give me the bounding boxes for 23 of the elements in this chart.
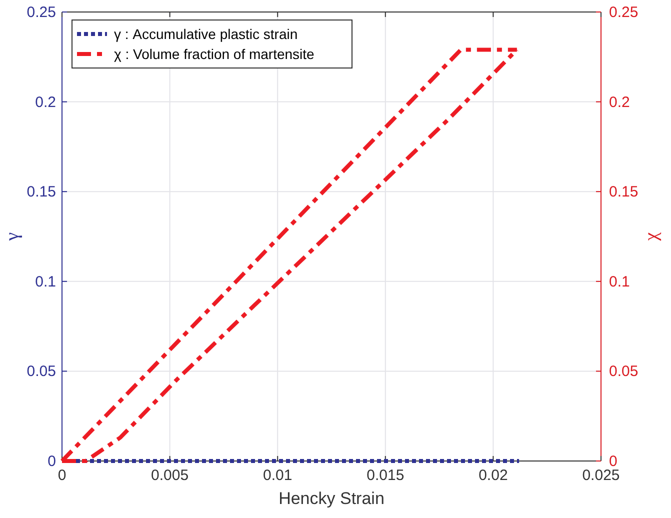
y-tick-label: 0.1 [35,273,56,290]
y-tick-label: 0 [48,453,56,470]
y-tick-label: 0.15 [26,184,56,201]
y2-tick-label: 0 [609,453,618,470]
y-tick-label: 0.25 [26,4,56,21]
y2-tick-label: 0.25 [609,4,638,21]
x-tick-label: 0.025 [582,467,620,484]
y2-tick-label: 0.2 [609,94,630,111]
x-axis-title: Hencky Strain [278,489,384,508]
x-tick-label: 0.01 [263,467,292,484]
x-tick-label: 0.015 [366,467,404,484]
x-tick-label: 0 [58,467,66,484]
y-axis-title: γ [2,232,23,242]
y2-axis-title: χ [641,232,662,242]
y2-tick-label: 0.1 [609,273,630,290]
x-tick-label: 0.005 [151,467,189,484]
legend-label: χ : Volume fraction of martensite [114,46,315,62]
y2-tick-label: 0.15 [609,184,638,201]
y-tick-label: 0.05 [26,363,56,380]
y-tick-label: 0.2 [35,94,56,111]
y2-tick-label: 0.05 [609,363,638,380]
legend-label: γ : Accumulative plastic strain [114,26,298,42]
x-tick-label: 0.02 [478,467,508,484]
